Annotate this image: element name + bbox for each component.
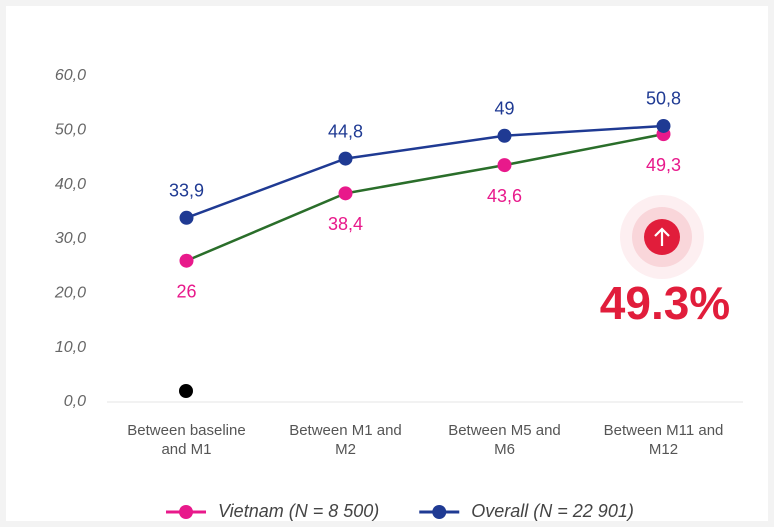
data-label: 43,6: [487, 186, 522, 206]
marker: [338, 186, 353, 201]
legend-marker: [179, 505, 193, 519]
y-tick-label: 60,0: [55, 67, 86, 84]
marker: [179, 253, 194, 268]
y-tick-label: 10,0: [55, 339, 86, 356]
data-label: 49,3: [646, 155, 681, 175]
marker: [179, 210, 194, 225]
y-tick-label: 20,0: [54, 285, 86, 302]
x-tick-label: Between baseline and M1: [127, 422, 246, 458]
data-label: 49: [494, 99, 514, 119]
panel: [6, 6, 768, 521]
x-tick-label: Between M5 and M6: [448, 422, 561, 458]
stray-dot: [179, 384, 193, 398]
series-line: [186, 132, 664, 262]
legend-label: Overall (N = 22 901): [471, 501, 634, 521]
marker: [656, 118, 671, 133]
data-label: 38,4: [328, 214, 363, 234]
y-tick-label: 30,0: [55, 230, 86, 247]
series-line: [186, 124, 664, 219]
legend-label: Vietnam (N = 8 500): [218, 501, 379, 521]
y-tick-label: 50,0: [55, 122, 86, 139]
marker: [497, 128, 512, 143]
data-label: 33,9: [169, 181, 204, 201]
marker: [338, 151, 353, 166]
data-label: 50,8: [646, 89, 681, 109]
up-arrow: [654, 227, 670, 246]
data-label: 44,8: [328, 121, 363, 141]
y-tick-label: 40,0: [55, 176, 86, 193]
x-tick-label: Between M1 and M2: [289, 422, 402, 458]
y-tick-label: 0,0: [64, 393, 86, 410]
annotation: 49.3%: [600, 277, 730, 329]
data-label: 26: [176, 281, 196, 301]
x-tick-label: Between M11 and M12: [603, 422, 724, 458]
marker: [497, 158, 512, 173]
legend-marker: [432, 505, 447, 519]
